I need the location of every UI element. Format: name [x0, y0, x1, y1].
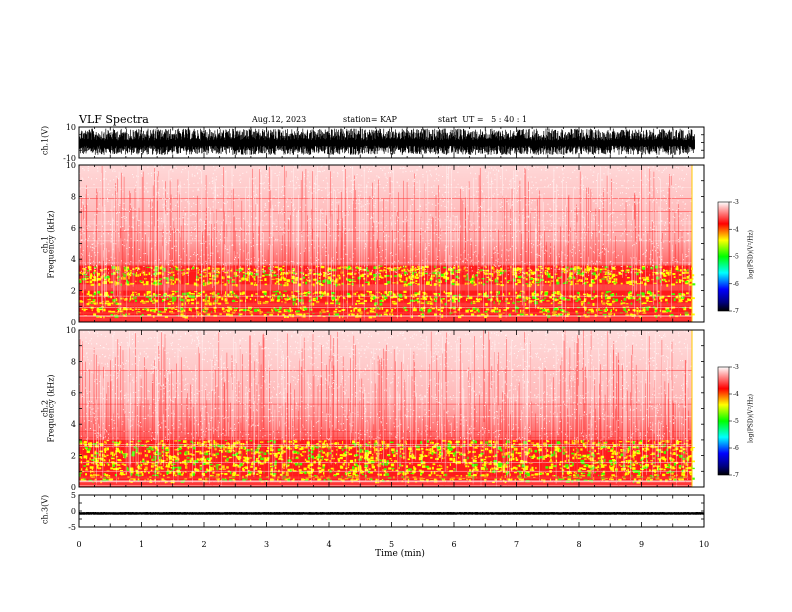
colorbar-1-tick-label: -6 — [733, 281, 739, 288]
colorbar-2-tick-label: -5 — [733, 418, 739, 425]
colorbar-2-tick-label: -4 — [733, 391, 739, 398]
x-tick-label: 8 — [576, 540, 581, 549]
ch1-spectrogram-band-2-green — [79, 265, 696, 287]
ch1-spectrogram-y-tick-label: 0 — [71, 318, 76, 327]
ch2-spectrogram-y-tick-label: 0 — [71, 483, 76, 492]
colorbar-1-tick-label: -7 — [733, 308, 739, 315]
ch3-waveform-y-tick-label: 0 — [71, 507, 76, 516]
x-tick-label: 5 — [389, 540, 394, 549]
ch1-spectrogram-y-tick-label: 10 — [66, 161, 76, 170]
x-tick-label: 7 — [514, 540, 519, 549]
start-time-label: start UT = 5 : 40 : 1 — [438, 115, 528, 124]
ch2-spectrogram-y-tick-label: 2 — [71, 452, 76, 461]
ch1-waveform-y-tick-label: -10 — [63, 154, 76, 163]
x-tick-label: 4 — [326, 540, 331, 549]
ch3-waveform-ylabel: ch.3(V) — [40, 494, 50, 525]
ch1-waveform-trace — [78, 128, 695, 155]
x-tick-label: 1 — [139, 540, 144, 549]
ch2-spectrogram-band-1-yellow — [79, 439, 696, 468]
station-label: station= KAP — [343, 115, 397, 124]
ch1-spectrogram-image — [79, 165, 696, 322]
x-tick-label: 0 — [76, 540, 81, 549]
ch1-spectrogram-band-0 — [79, 306, 692, 316]
x-tick-label: 6 — [451, 540, 456, 549]
ch1-spectrogram-band-0-green — [89, 306, 689, 318]
ch2-spectrogram-speckle — [79, 330, 693, 441]
ch3-waveform-trace — [78, 512, 705, 515]
ch3-waveform-y-tick-label: 5 — [71, 491, 76, 500]
colorbar-1-tick-label: -5 — [733, 254, 739, 261]
colorbar-2-tick-label: -6 — [733, 445, 739, 452]
ch2-spectrogram-y-tick-label: 6 — [71, 389, 76, 398]
colorbar-2-tick-label: -3 — [733, 364, 739, 371]
ch2-spectrogram-y-tick-label: 4 — [71, 420, 76, 429]
ch2-spectrogram-y-tick-label: 10 — [66, 326, 76, 335]
figure-title: VLF Spectra — [79, 113, 149, 126]
ch2-spectrogram-image — [79, 330, 696, 487]
x-tick-label: 3 — [264, 540, 269, 549]
ch1-spectrogram-y-tick-label: 8 — [71, 192, 76, 201]
ch1-spec-ylabel-2: Frequency (kHz) — [46, 210, 56, 279]
colorbar2-label: log(PSD)(V²/Hz) — [747, 394, 755, 443]
x-tick-label: 9 — [639, 540, 644, 549]
colorbar-1 — [717, 201, 730, 312]
ch1-spectrogram-y-tick-label: 4 — [71, 255, 76, 264]
ch2-spectrogram-quiet-streaks — [87, 331, 692, 487]
ch3-waveform-y-tick-label: -5 — [68, 523, 76, 532]
ch1-spectrogram-y-tick-label: 2 — [71, 287, 76, 296]
colorbar1-label: log(PSD)(V²/Hz) — [747, 230, 755, 279]
x-tick-label: 10 — [699, 540, 709, 549]
colorbar-1-tick-label: -4 — [733, 226, 739, 233]
ch2-spectrogram-y-tick-label: 8 — [71, 357, 76, 366]
date-label: Aug.12, 2023 — [252, 115, 307, 124]
x-tick-label: 2 — [201, 540, 206, 549]
ch1-spectrogram-y-tick-label: 6 — [71, 224, 76, 233]
x-axis-label: Time (min) — [375, 549, 425, 559]
ch1-waveform-ylabel: ch.1(V) — [40, 125, 50, 156]
ch2-spec-ylabel-2: Frequency (kHz) — [46, 374, 56, 443]
colorbar-1-tick-label: -3 — [733, 199, 739, 206]
colorbar-2 — [717, 366, 730, 476]
colorbar-2-tick-label: -7 — [733, 472, 739, 479]
ch1-waveform-y-tick-label: 10 — [66, 123, 76, 132]
